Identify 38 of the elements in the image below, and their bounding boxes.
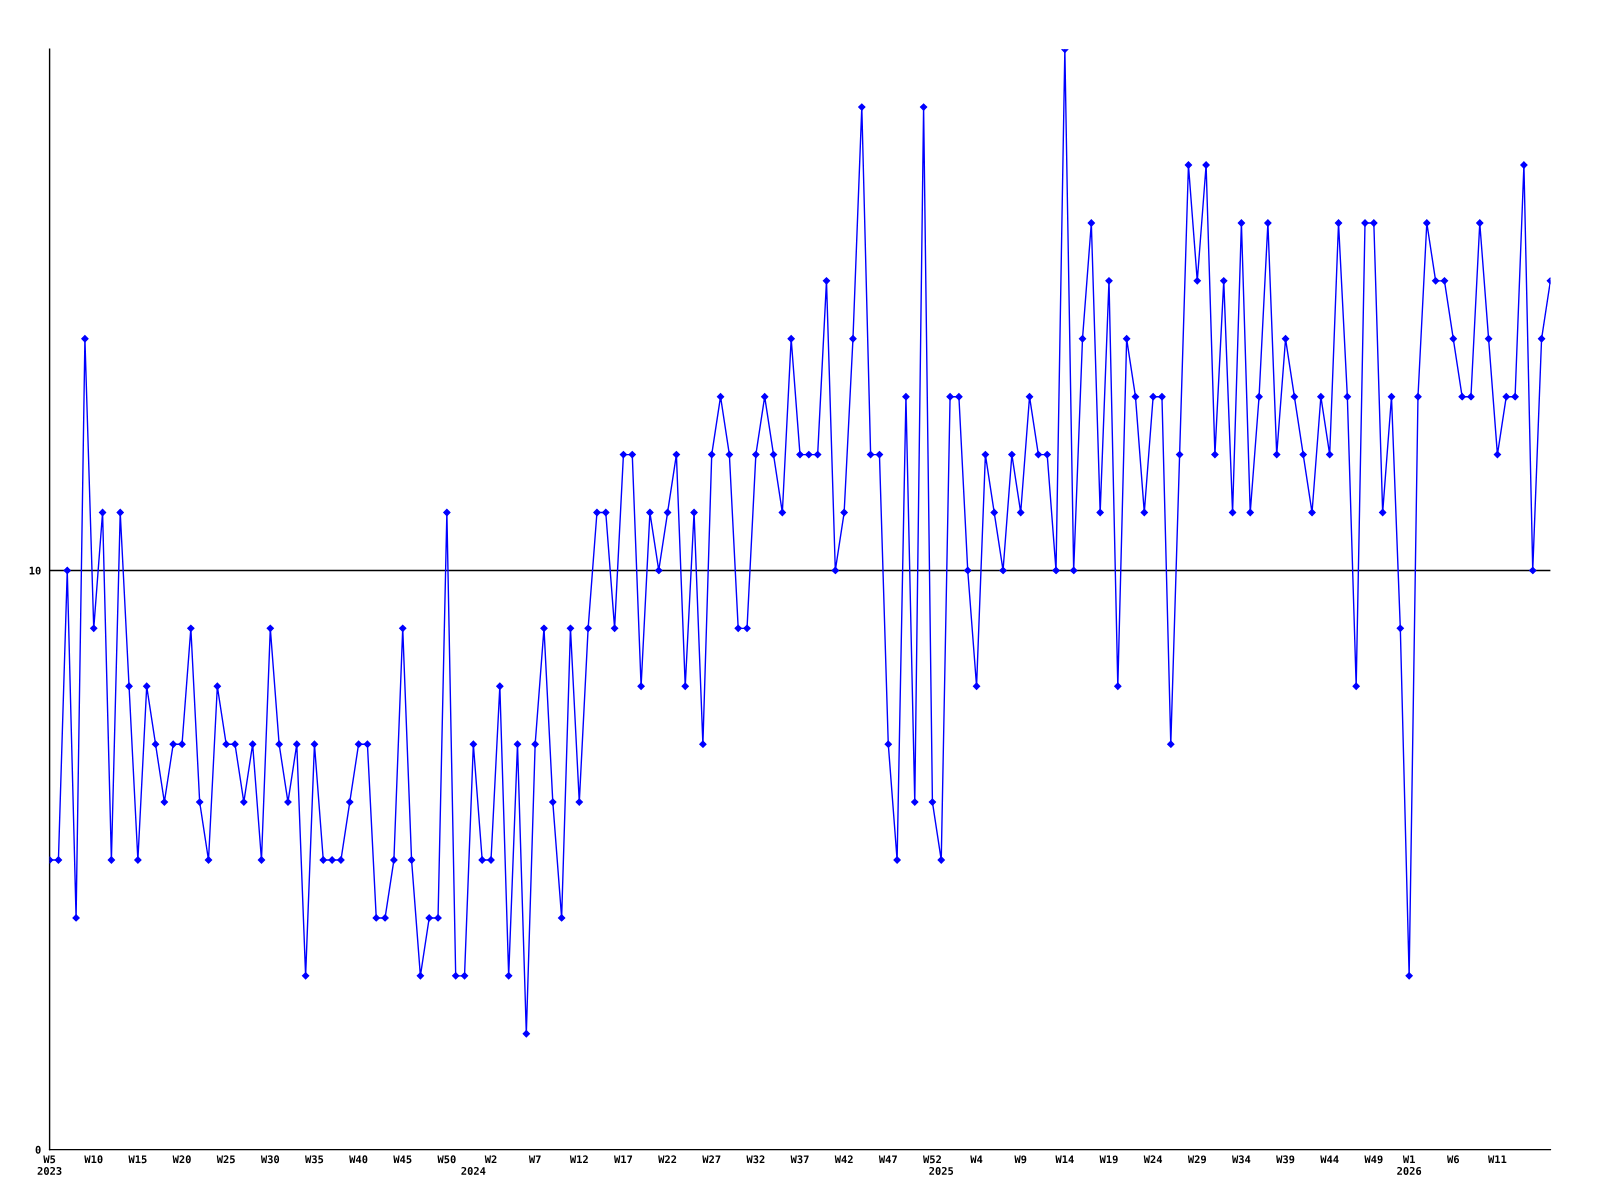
x-tick-label: W40 [349,1155,368,1164]
x-tick-label: W11 [1488,1155,1507,1164]
x-tick-label: W19 [1099,1155,1118,1164]
x-tick-label: W30 [260,1155,280,1164]
x-tick-label: W1 2026 [1397,1155,1422,1175]
x-tick-label: W9 [1014,1155,1027,1164]
x-tick-label: W52 [923,1155,941,1164]
x-tick-label: W50 [437,1155,456,1164]
x-tick-label: W24 [1143,1155,1163,1164]
x-tick-label: W44 [1320,1155,1339,1164]
x-tick-label: W7 [528,1155,541,1164]
x-tick-label: W4 [970,1155,983,1164]
x-tick-label: W42 [834,1155,853,1164]
x-tick-label: W49 [1364,1155,1383,1164]
x-tick-label: W32 [746,1155,765,1164]
x-tick-label: W35 [305,1155,324,1164]
x-tick-label: W27 [702,1155,721,1164]
x-tick-label: W10 [84,1155,103,1164]
x-tick-label: W22 [658,1155,677,1164]
x-tick-label: W29 [1187,1155,1207,1164]
y-tick-label: 10 [29,566,41,575]
x-tick-label: W2 [484,1155,497,1164]
x-tick-label: 2025 [929,1167,954,1175]
x-tick-label: W20 [172,1155,191,1164]
x-tick-label: W6 [1447,1155,1459,1164]
x-tick-label: W34 [1232,1155,1251,1164]
x-tick-label: W47 [878,1155,897,1164]
x-tick-label: W25 [216,1155,235,1164]
x-tick-label: W14 [1055,1155,1074,1164]
x-tick-label: W39 [1276,1155,1295,1164]
x-tick-label: W5 2023 [37,1155,62,1175]
x-tick-label: W37 [790,1155,809,1164]
x-tick-label: W45 [393,1155,412,1164]
y-tick-label: 0 [35,1145,41,1154]
x-tick-label: 2024 [461,1167,486,1175]
x-tick-label: W15 [128,1155,147,1164]
x-tick-label: W12 [569,1155,588,1164]
x-tick-label: W17 [614,1155,633,1164]
